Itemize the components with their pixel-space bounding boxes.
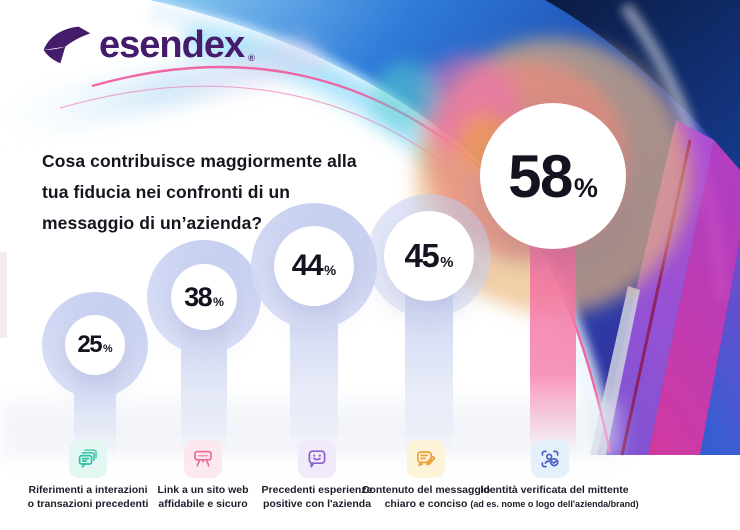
stat-value: 38 [184, 281, 213, 312]
category-label-5: Identità verificata del mittente (ad es.… [452, 484, 657, 511]
registered-trademark: ® [248, 53, 255, 63]
label-line: Identità verificata del mittente [480, 484, 629, 496]
message-edit-icon [407, 440, 445, 478]
question-line-2: tua fiducia nei confronti di un [42, 182, 291, 202]
label-line: o transazioni precedenti [27, 497, 149, 510]
stat-bubble-45: 45% [384, 211, 474, 301]
percent-sign: % [573, 172, 598, 203]
label-line: Contenuto del messaggio [361, 484, 491, 496]
secure-link-icon [184, 440, 222, 478]
question-line-3: messaggio di un’azienda? [42, 213, 263, 233]
category-label-1: Riferimenti a interazioni o transazioni … [8, 484, 168, 511]
stat-value: 44 [291, 249, 324, 282]
label-line: Precedenti esperienze [261, 484, 373, 496]
question-line-1: Cosa contribuisce maggiormente alla [42, 151, 357, 171]
stat-bubble-58: 58% [480, 103, 626, 249]
brand-logo: esendex ® [42, 24, 255, 66]
smiley-message-icon [298, 440, 336, 478]
stat-bubble-38: 38% [171, 264, 237, 330]
label-line: Riferimenti a interazioni [28, 484, 148, 496]
category-label-3: Precedenti esperienze positive con l'azi… [237, 484, 397, 511]
verified-identity-icon [531, 440, 569, 478]
label-line: Link a un sito web [157, 484, 249, 496]
survey-question: Cosa contribuisce maggiormente alla tua … [42, 146, 357, 239]
stat-value: 25 [77, 331, 102, 358]
percent-sign: % [440, 255, 454, 271]
stat-value: 58 [508, 142, 573, 210]
category-label-4: Contenuto del messaggio chiaro e conciso [346, 484, 506, 511]
category-label-2: Link a un sito web affidabile e sicuro [123, 484, 283, 511]
label-line: positive con l'azienda [262, 497, 372, 510]
label-subnote: (ad es. nome o logo dell'azienda/brand) [470, 498, 639, 509]
stat-bubble-25: 25% [65, 315, 125, 375]
percent-sign: % [324, 263, 337, 278]
percent-sign: % [103, 343, 113, 355]
chat-conversations-icon [69, 440, 107, 478]
stat-value: 45 [404, 237, 440, 274]
percent-sign: % [213, 294, 224, 309]
label-line: chiaro e conciso [384, 497, 468, 510]
label-line: affidabile e sicuro [158, 497, 248, 510]
brand-logo-text: esendex [99, 24, 245, 66]
esendex-logo-mark-icon [43, 26, 91, 64]
stat-bubble-44: 44% [274, 226, 354, 306]
